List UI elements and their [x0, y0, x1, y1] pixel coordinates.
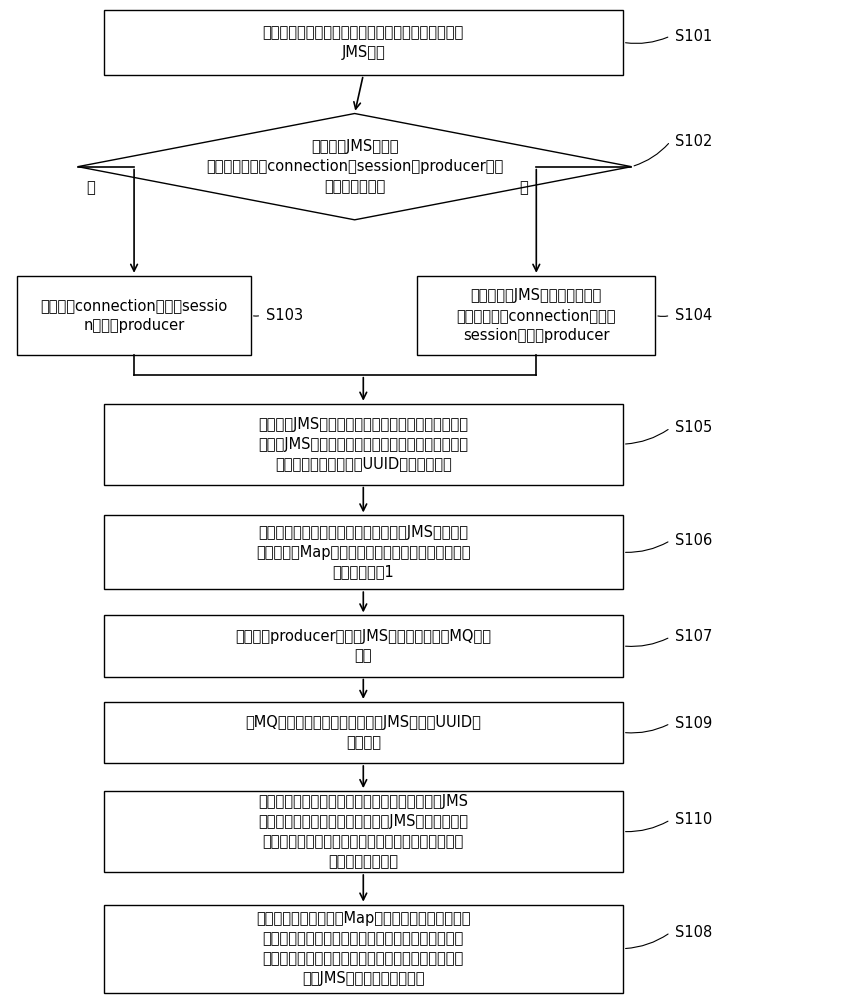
Text: S110: S110	[675, 812, 712, 827]
Bar	[418, 276, 656, 355]
Text: 根据与所述JMS消息相对应的线
程号新建所述connection、所述
session和所述producer: 根据与所述JMS消息相对应的线 程号新建所述connection、所述 sess…	[457, 288, 616, 343]
Text: S106: S106	[675, 533, 712, 548]
Text: S101: S101	[675, 29, 712, 44]
Text: S104: S104	[675, 308, 712, 323]
Bar	[104, 905, 623, 993]
Text: 是: 是	[86, 180, 95, 195]
Text: 基于所述JMS消息对
应的线程号判断connection、session和producer在缓
存中是否已生成: 基于所述JMS消息对 应的线程号判断connection、session和pro…	[206, 139, 503, 194]
Text: 当筛选出的所述返回消息中的自增序列号与所述JMS
消息的自增序列号相同时，将所述JMS消息的关联标
识作为键值取出所述阻塞队列，并将所述返回消息放
入所述阻塞队: 当筛选出的所述返回消息中的自增序列号与所述JMS 消息的自增序列号相同时，将所述…	[259, 794, 468, 869]
Text: 通过所述producer将所述JMS消息发送至目标MQ请求
队列: 通过所述producer将所述JMS消息发送至目标MQ请求 队列	[235, 629, 491, 663]
Bar	[104, 10, 623, 75]
Text: 构造阻塞队列，将所述阻塞队列与所述JMS消息的关
联标识组成Map键值对，所述阻塞队列用于存储返回
消息且容量为1: 构造阻塞队列，将所述阻塞队列与所述JMS消息的关 联标识组成Map键值对，所述阻…	[256, 525, 471, 580]
Text: S103: S103	[266, 308, 303, 323]
Text: 复用所述connection、所述sessio
n和所述producer: 复用所述connection、所述sessio n和所述producer	[41, 298, 227, 333]
Bar	[104, 615, 623, 677]
Text: 生成所述JMS消息的关联标识，并将所述关联标识放
入所述JMS消息的消息头中，所述关联标识包括线程
共享的通用唯一识别码UUID和自增序列号: 生成所述JMS消息的关联标识，并将所述关联标识放 入所述JMS消息的消息头中，所…	[259, 417, 468, 471]
Bar	[17, 276, 251, 355]
Text: 在预设时间内根据所述Map键值对对所述阻塞队列进
行轮询，当在所述阻塞队列中检测到返回消息时，将
所述返回消息反馈到相应应用，所述返回消息包括与
所述JMS消息: 在预设时间内根据所述Map键值对对所述阻塞队列进 行轮询，当在所述阻塞队列中检测…	[256, 911, 471, 986]
Text: S102: S102	[675, 134, 712, 149]
Text: S105: S105	[675, 420, 712, 435]
Text: S108: S108	[675, 925, 712, 940]
Polygon shape	[78, 114, 631, 220]
Text: S109: S109	[675, 716, 712, 731]
Bar	[104, 515, 623, 589]
Bar	[104, 791, 623, 872]
Text: S107: S107	[675, 629, 712, 644]
Text: 在MQ返回队列中筛选出包括所述JMS消息的UUID的
返回消息: 在MQ返回队列中筛选出包括所述JMS消息的UUID的 返回消息	[246, 715, 481, 750]
Text: 对同步消息进行解析，并根据解析后得到的内容构建
JMS消息: 对同步消息进行解析，并根据解析后得到的内容构建 JMS消息	[263, 25, 464, 60]
Text: 否: 否	[519, 180, 528, 195]
Bar	[104, 702, 623, 763]
Bar	[104, 404, 623, 485]
